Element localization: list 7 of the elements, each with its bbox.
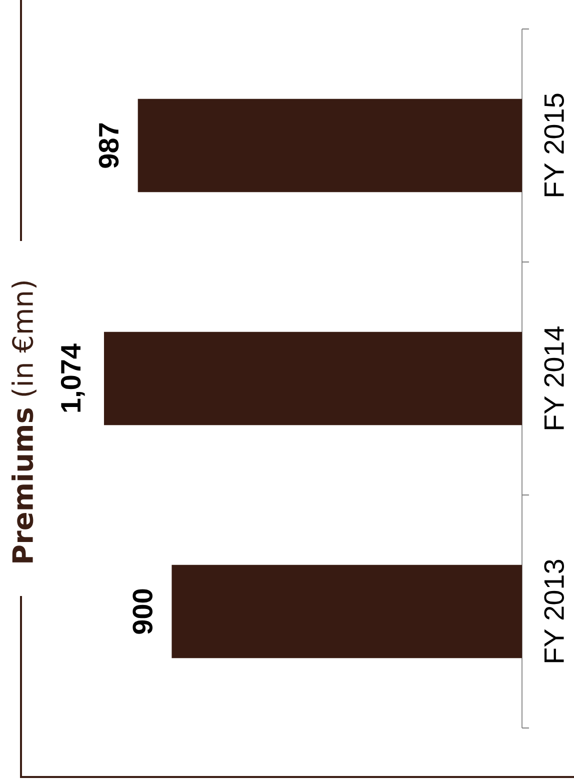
y-tick-label: FY 2013 — [544, 560, 564, 662]
data-label: 987 — [98, 123, 119, 168]
data-label: 1,074 — [60, 344, 85, 412]
y-tick-label: FY 2015 — [544, 94, 564, 196]
data-label: 900 — [132, 589, 153, 634]
y-tick-label: FY 2014 — [544, 326, 564, 430]
text: Premiums (in €mn) — [12, 281, 36, 562]
